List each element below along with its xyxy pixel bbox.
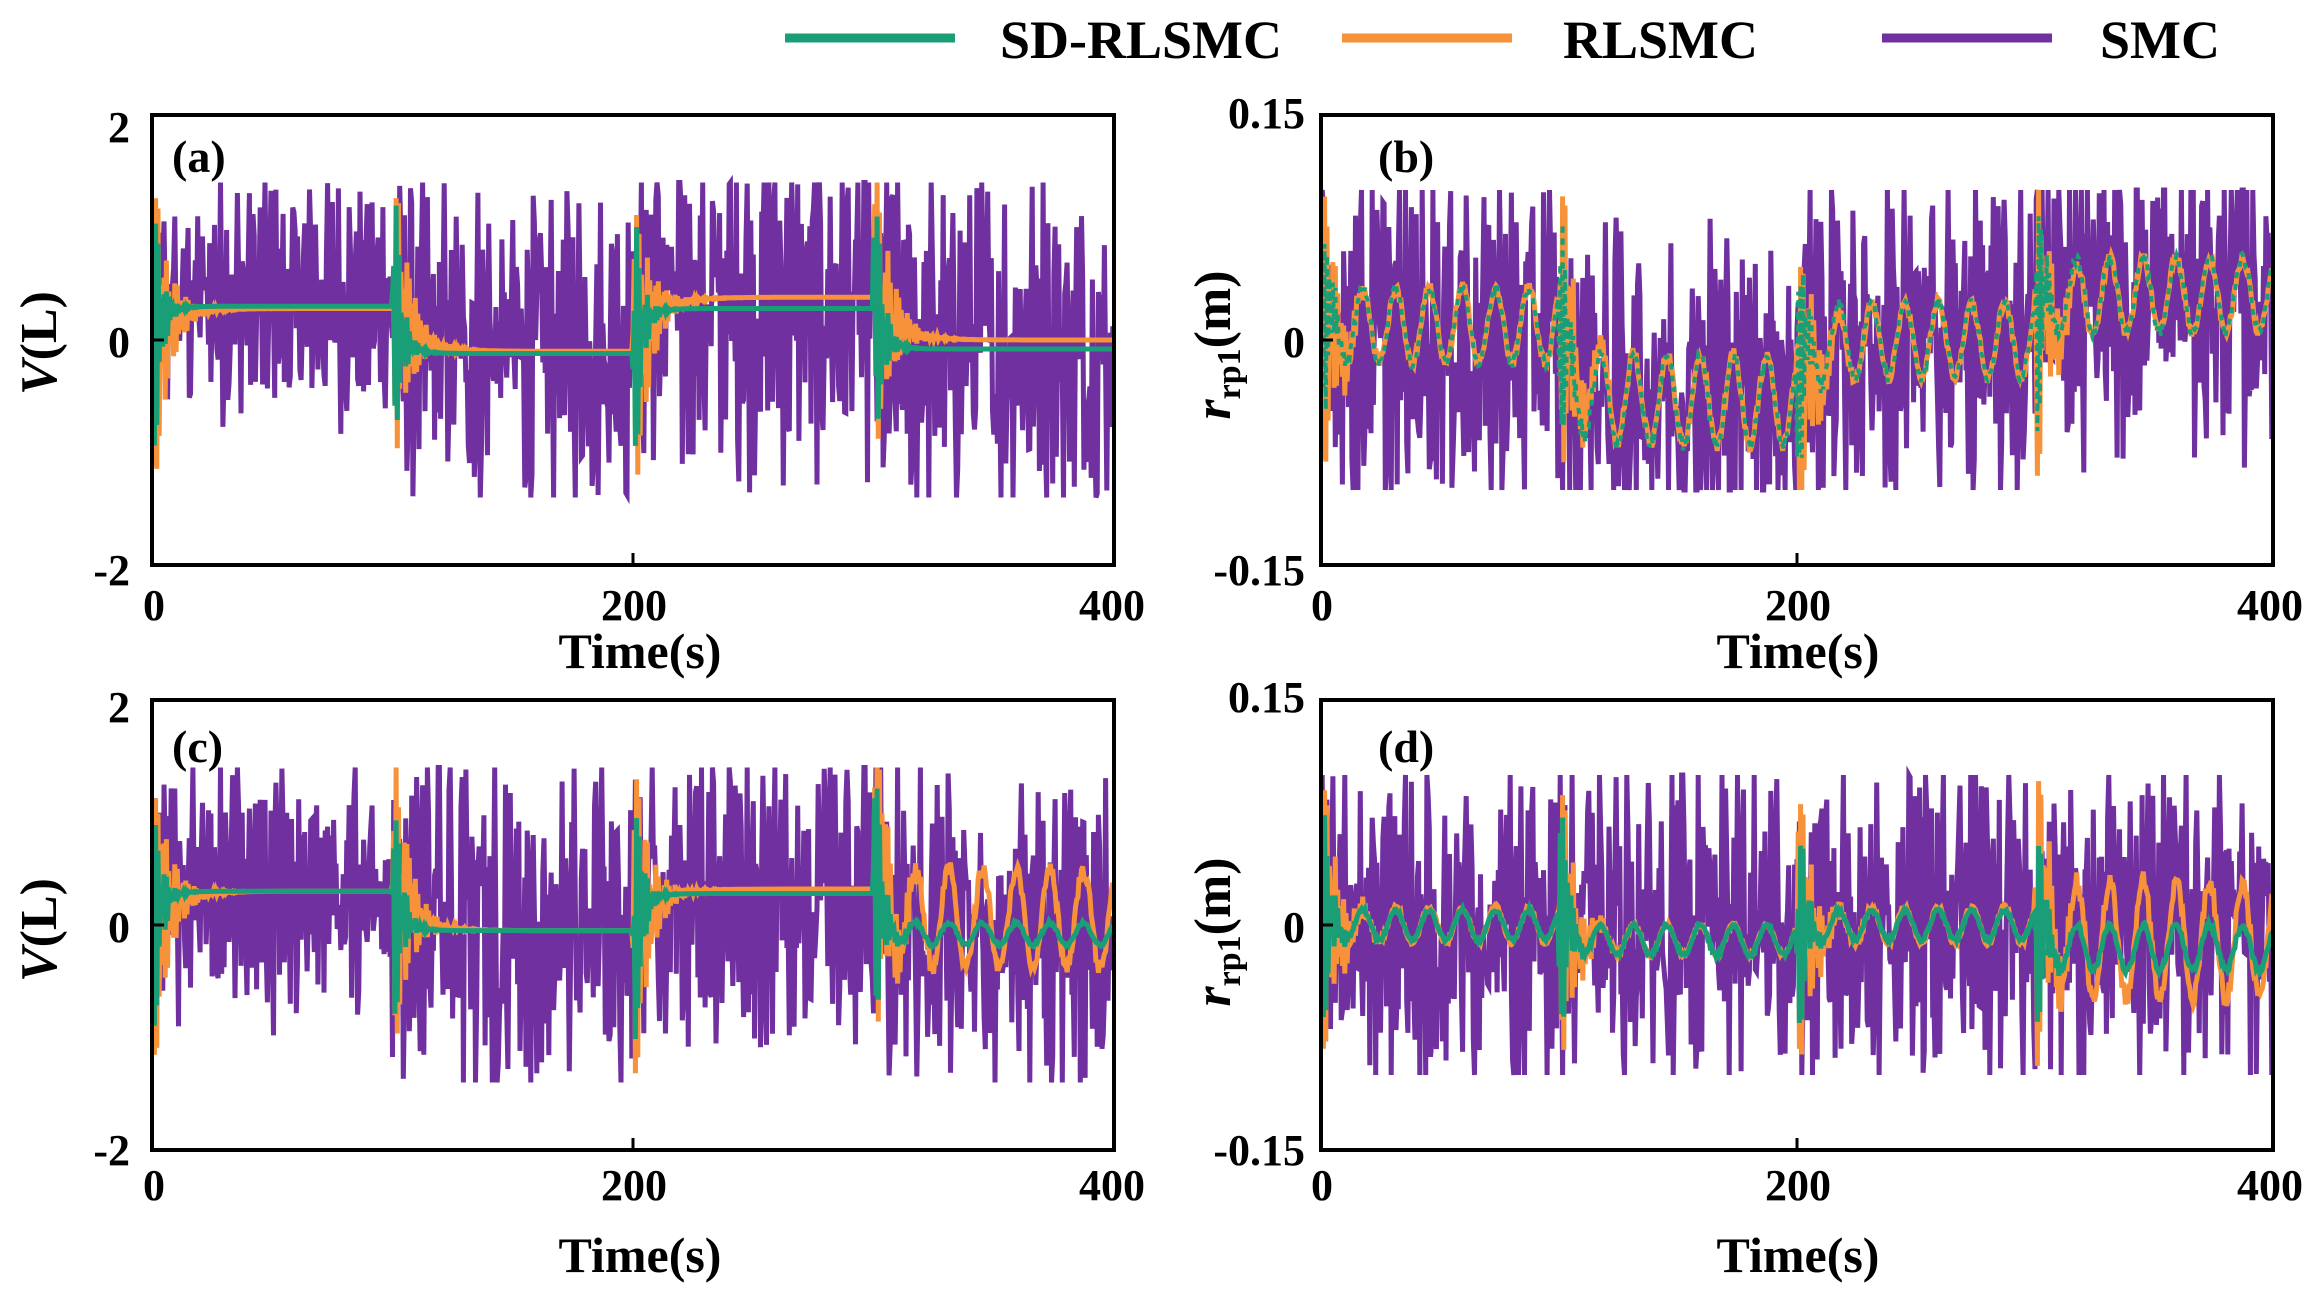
y-tick-label: 0 [108, 903, 130, 952]
y-axis-label-var: r [1185, 986, 1242, 1007]
y-tick-label: 0.15 [1228, 673, 1305, 722]
x-tick-label: 200 [1765, 581, 1831, 630]
y-axis-label-var: r [1185, 399, 1242, 420]
panel-a: 2 0 -2 0 200 400 Time(s) V(L) (a) [11, 103, 1145, 679]
panel-b: 0.15 0 -0.15 0 200 400 Time(s) rrp1(m) (… [1185, 89, 2303, 679]
y-tick-label: -0.15 [1213, 546, 1305, 595]
x-tick-label: 0 [1311, 581, 1333, 630]
panel-label: (b) [1378, 131, 1434, 182]
series-line-smc [152, 765, 1114, 1083]
panel-c: 2 0 -2 0 200 400 Time(s) V(L) (c) [11, 683, 1145, 1283]
y-axis-label-sub: rp1 [1211, 348, 1248, 399]
x-axis-label: Time(s) [559, 1227, 722, 1283]
y-axis-label-unit: (m) [1185, 857, 1242, 935]
panel-label: (a) [172, 131, 226, 182]
series-line-sd-rlsmc [1321, 216, 2273, 458]
legend-label-rlsmc: RLSMC [1563, 10, 1758, 70]
panel-label: (c) [172, 721, 223, 772]
x-tick-label: 200 [601, 581, 667, 630]
y-tick-label: -2 [93, 546, 130, 595]
legend: SD-RLSMC RLSMC SMC [785, 10, 2220, 70]
x-tick-label: 200 [1765, 1161, 1831, 1210]
x-tick-label: 400 [2237, 581, 2303, 630]
series-line-sd-rlsmc [1321, 815, 2273, 1024]
x-tick-label: 200 [601, 1161, 667, 1210]
y-axis-label-var: V [11, 943, 68, 982]
y-tick-label: 2 [108, 103, 130, 152]
x-tick-label: 0 [143, 1161, 165, 1210]
panel-d: 0.15 0 -0.15 0 200 400 Time(s) rrp1(m) (… [1185, 673, 2303, 1283]
x-tick-label: 0 [1311, 1161, 1333, 1210]
plot-area [152, 174, 1114, 505]
y-tick-label: 2 [108, 683, 130, 732]
x-axis-label: Time(s) [559, 623, 722, 679]
y-axis-label-unit: (L) [11, 291, 68, 360]
x-axis-label: Time(s) [1717, 623, 1880, 679]
y-tick-label: 0 [1283, 318, 1305, 367]
y-axis-label: V(L) [11, 878, 68, 982]
panel-label: (d) [1378, 721, 1434, 772]
y-axis-label-sub: rp1 [1211, 935, 1248, 986]
x-tick-label: 0 [143, 581, 165, 630]
plot-area [152, 765, 1114, 1083]
x-tick-label: 400 [1079, 581, 1145, 630]
x-tick-label: 400 [2237, 1161, 2303, 1210]
y-tick-label: -0.15 [1213, 1126, 1305, 1175]
y-axis-label: rrp1(m) [1185, 857, 1248, 1006]
y-tick-label: 0 [108, 318, 130, 367]
y-axis-label-unit: (m) [1185, 270, 1242, 348]
y-tick-label: 0.15 [1228, 89, 1305, 138]
x-axis-label: Time(s) [1717, 1227, 1880, 1283]
y-axis-label: V(L) [11, 291, 68, 395]
y-tick-label: 0 [1283, 903, 1305, 952]
y-axis-label-unit: (L) [11, 878, 68, 947]
y-axis-label: rrp1(m) [1185, 270, 1248, 419]
series-line-sd-rlsmc [152, 205, 1113, 446]
y-tick-label: -2 [93, 1126, 130, 1175]
x-tick-label: 400 [1079, 1161, 1145, 1210]
series-line-sd-rlsmc [152, 788, 1114, 1040]
y-axis-label-var: V [11, 356, 68, 395]
legend-label-sd-rlsmc: SD-RLSMC [1000, 10, 1282, 70]
plot-area [1321, 765, 2273, 1076]
legend-label-smc: SMC [2100, 10, 2220, 70]
plot-area [1321, 187, 2273, 493]
